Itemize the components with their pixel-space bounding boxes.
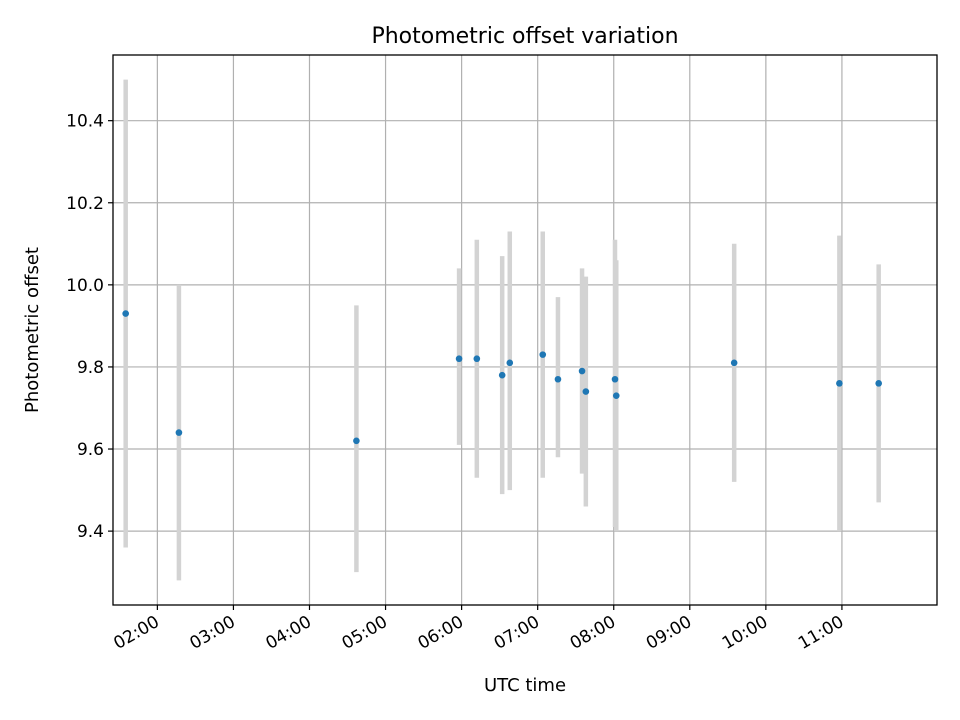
y-tick-label: 9.4: [77, 522, 104, 542]
data-point: [875, 380, 882, 387]
data-point: [455, 355, 463, 363]
data-point: [498, 371, 506, 379]
y-tick-label: 10.4: [66, 112, 104, 132]
x-tick-label: 05:00: [339, 612, 391, 654]
y-axis-label: Photometric offset: [22, 247, 43, 413]
data-point: [611, 375, 619, 383]
grid-lines: [113, 55, 937, 605]
y-tick-label: 9.6: [77, 440, 104, 460]
y-tick-label: 10.0: [66, 276, 104, 296]
data-point: [554, 375, 562, 383]
x-axis-label: UTC time: [484, 675, 566, 696]
y-tick-label: 10.2: [66, 194, 104, 214]
axis-ticks: 02:00 03:00 04:00 05:00 06:00 07:00 08:00 09:00…: [66, 112, 847, 654]
data-point: [578, 367, 586, 375]
data-point: [582, 388, 590, 395]
x-tick-label: 02:00: [110, 612, 162, 654]
data-point: [612, 392, 620, 399]
data-point: [122, 310, 129, 317]
data-point: [473, 355, 481, 363]
x-tick-label: 07:00: [491, 612, 543, 654]
y-tick-label: 9.8: [77, 358, 104, 378]
plot-frame: [112, 54, 938, 606]
chart-title: Photometric offset variation: [371, 24, 678, 49]
data-point: [539, 351, 547, 358]
data-point: [353, 437, 360, 445]
x-tick-label: 09:00: [643, 612, 695, 654]
x-tick-label: 06:00: [415, 612, 467, 654]
data-point: [730, 359, 738, 367]
x-tick-label: 11:00: [795, 612, 847, 654]
x-tick-label: 04:00: [263, 612, 315, 654]
x-tick-label: 08:00: [567, 612, 619, 654]
x-tick-label: 03:00: [186, 612, 238, 654]
data-points: [122, 310, 882, 445]
data-point: [836, 380, 843, 387]
data-point: [175, 429, 183, 436]
data-point: [506, 359, 514, 367]
x-tick-label: 10:00: [719, 612, 771, 654]
